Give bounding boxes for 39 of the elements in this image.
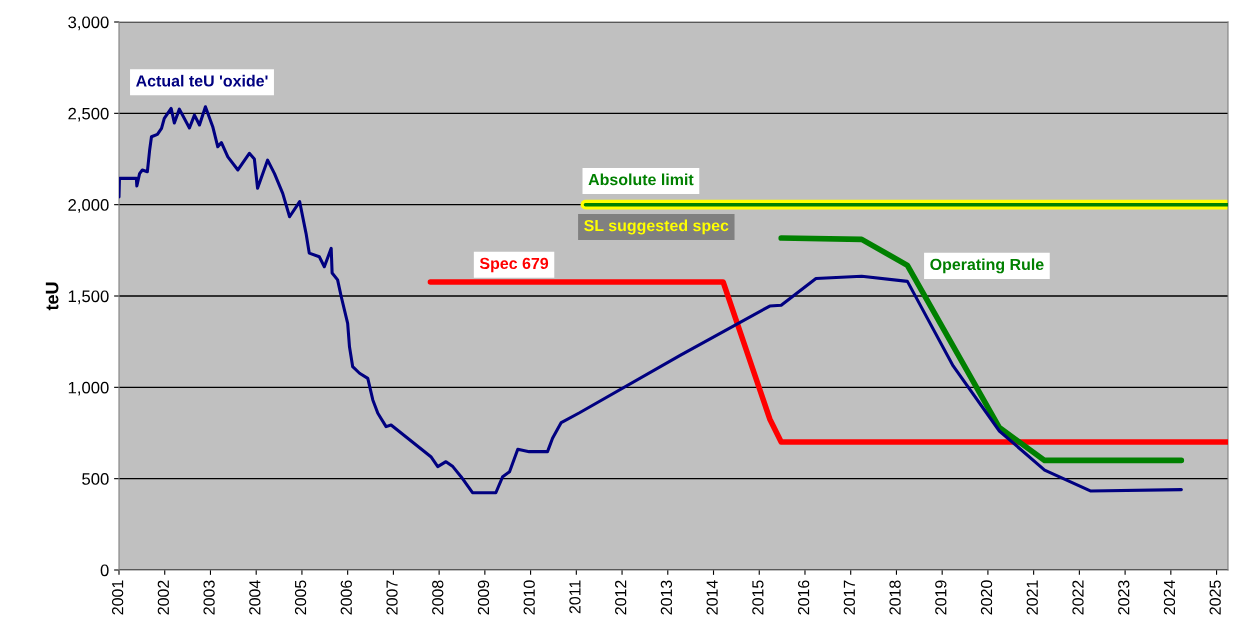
x-tick-label: 2013 — [660, 580, 673, 615]
x-tick-label: 2004 — [249, 580, 261, 615]
x-tick-label: 2007 — [386, 580, 398, 615]
series-label: SL suggested spec — [584, 219, 729, 235]
x-tick-label: 2011 — [569, 580, 581, 614]
y-tick-label: 1,500 — [68, 290, 109, 305]
series-label: Operating Rule — [930, 258, 1044, 274]
x-tick-label: 2022 — [1072, 580, 1084, 615]
y-tick-label: 0 — [100, 564, 109, 577]
x-tick-label: 2023 — [1118, 580, 1130, 615]
x-tick-label: 2002 — [157, 580, 170, 615]
x-tick-label: 2008 — [432, 580, 444, 615]
x-tick-label: 2018 — [889, 580, 901, 615]
x-tick-label: 2019 — [935, 580, 947, 615]
series-label: Actual teU 'oxide' — [136, 74, 268, 87]
series-label: Absolute limit — [588, 173, 694, 186]
x-tick-label: 2010 — [523, 580, 535, 615]
x-tick-label: 2017 — [843, 580, 855, 615]
y-tick-label: 3,000 — [68, 16, 109, 31]
x-tick-label: 2014 — [706, 580, 718, 615]
y-tick-label: 1,000 — [68, 381, 109, 396]
x-tick-label: 2005 — [294, 580, 307, 615]
x-tick-label: 2021 — [1026, 580, 1038, 615]
x-tick-label: 2024 — [1163, 580, 1176, 615]
y-tick-label: 2,000 — [68, 199, 109, 213]
x-tick-label: 2001 — [111, 580, 124, 615]
x-tick-label: 2025 — [1209, 580, 1221, 615]
x-tick-label: 2003 — [203, 580, 215, 615]
line-series — [119, 105, 1183, 495]
x-tick-label: 2020 — [980, 580, 993, 615]
series-label: Spec 679 — [479, 257, 549, 273]
x-tick-label: 2009 — [477, 580, 490, 615]
y-axis-title: teU — [45, 282, 59, 311]
x-tick-label: 2006 — [340, 580, 352, 615]
y-tick-label: 500 — [82, 473, 109, 485]
x-tick-label: 2012 — [615, 580, 627, 615]
x-tick-label: 2015 — [752, 580, 764, 615]
y-tick-label: 2,500 — [68, 107, 109, 122]
x-tick-label: 2016 — [797, 580, 810, 615]
